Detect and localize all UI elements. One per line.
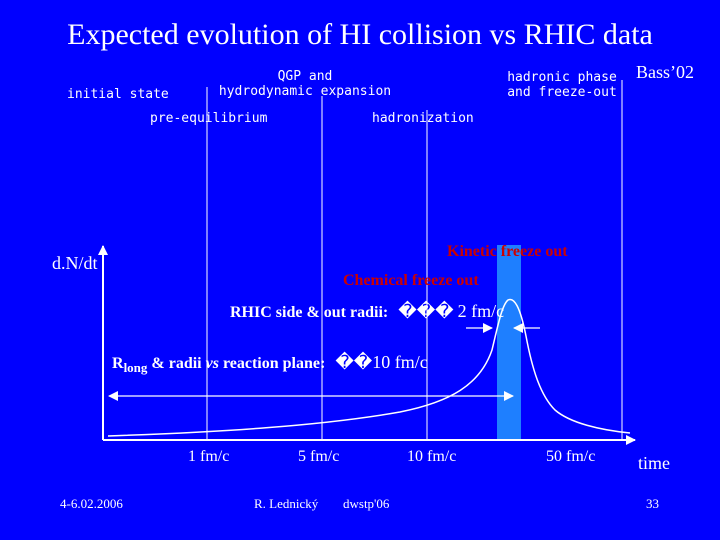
tick-label-4: 50 fm/c xyxy=(546,448,596,465)
citation: Bass’02 xyxy=(636,62,694,82)
stage-hadronic-line2: and freeze-out xyxy=(507,85,617,100)
rlong-label-row: Rlong & radii vs reaction plane: ��10 fm… xyxy=(112,352,428,376)
slide-title: Expected evolution of HI collision vs RH… xyxy=(67,18,653,51)
dndt-curve xyxy=(107,298,631,437)
y-axis-label: d.N/dt xyxy=(52,253,98,273)
rlong-sub: long xyxy=(123,360,148,376)
x-axis-label: time xyxy=(638,453,670,473)
rlong-R: R xyxy=(112,355,124,372)
footer-date: 4-6.02.2006 xyxy=(60,496,123,511)
tick-label-3: 10 fm/c xyxy=(407,448,457,465)
rhic-radii-label: RHIC side & out radii: xyxy=(230,304,389,321)
stage-hadronic-line1: hadronic phase xyxy=(507,70,617,85)
stage-qgp-line2: hydrodynamic expansion xyxy=(218,84,392,99)
rlong-value: 10 fm/c xyxy=(372,352,428,372)
freeze-out-band xyxy=(497,245,521,440)
footer-event: dwstp'06 xyxy=(343,496,390,511)
stage-hadronic: hadronic phase and freeze-out xyxy=(505,70,619,100)
kinetic-freeze-out-label: Kinetic freeze out xyxy=(447,243,568,260)
stage-qgp-line1: QGP and xyxy=(277,69,333,84)
rhic-radii-label-row: RHIC side & out radii: ��� 2 fm/c xyxy=(230,301,504,322)
chemical-freeze-out-label: Chemical freeze out xyxy=(343,272,479,289)
stage-initial-state: initial state xyxy=(67,87,169,102)
rhic-radii-value: 2 fm/c xyxy=(457,301,505,321)
footer-author: R. Lednický xyxy=(254,496,319,511)
stage-qgp: QGP and hydrodynamic expansion xyxy=(218,69,392,99)
rlong-mid: & radii xyxy=(147,355,206,372)
unknown-glyph-2: �� xyxy=(335,352,373,372)
rlong-tail: reaction plane: xyxy=(218,355,326,372)
stage-hadronization: hadronization xyxy=(372,111,474,126)
rlong-vs: vs xyxy=(205,355,219,372)
page-number: 33 xyxy=(646,496,659,511)
tick-label-2: 5 fm/c xyxy=(298,448,340,465)
unknown-glyph-1: ��� xyxy=(398,301,454,321)
tick-label-1: 1 fm/c xyxy=(188,448,230,465)
stage-pre-equilibrium: pre-equilibrium xyxy=(150,111,268,126)
